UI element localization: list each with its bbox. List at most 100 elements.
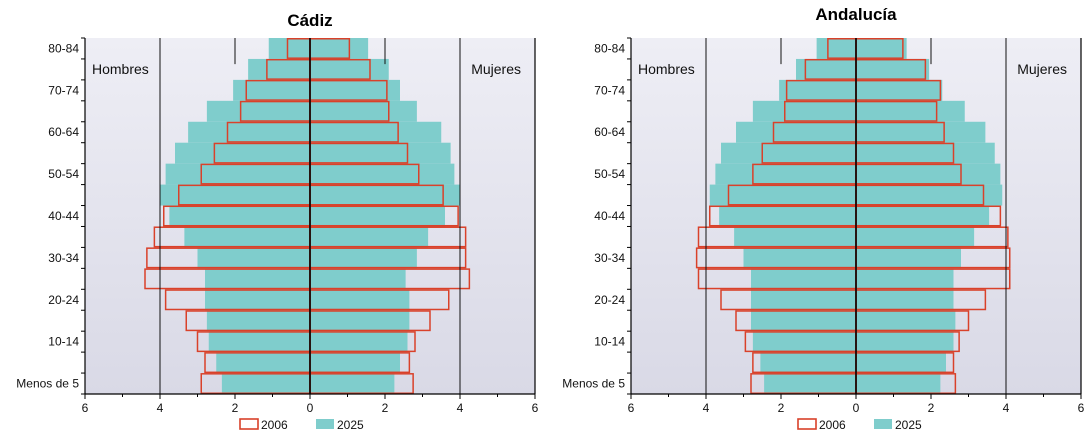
bar-2025-men — [734, 226, 856, 248]
bar-2025-women — [310, 100, 417, 122]
x-tick-label: 0 — [853, 401, 860, 415]
bar-2025-women — [856, 226, 975, 248]
x-tick-label: 4 — [457, 401, 464, 415]
x-tick-label: 6 — [82, 401, 89, 415]
bar-2025-women — [856, 100, 965, 122]
bar-2025-men — [248, 58, 310, 80]
y-tick-label: 80-84 — [48, 41, 79, 55]
bar-2025-men — [743, 247, 856, 269]
bar-2025-women — [856, 184, 1003, 206]
bar-2025-men — [160, 184, 310, 206]
bar-2025-women — [856, 38, 907, 59]
bar-2025-women — [856, 205, 990, 227]
pyramid-andalucia: Menos de 5 10-14 20-24 30-34 40-44 50-54 60-64… — [562, 5, 1084, 415]
bar-2025-men — [208, 331, 310, 353]
bar-2025-men — [764, 373, 856, 394]
x-tick-label: 4 — [157, 401, 164, 415]
legend-swatch-2025 — [874, 419, 892, 429]
y-tick-label: 10-14 — [594, 335, 625, 349]
bar-2025-women — [310, 163, 455, 185]
bar-2025-women — [856, 373, 941, 394]
x-tick-label: 6 — [532, 401, 539, 415]
bar-2025-men — [206, 100, 310, 122]
bar-2025-men — [721, 142, 856, 164]
label-mujeres: Mujeres — [471, 61, 521, 77]
x-tick-label: 2 — [928, 401, 935, 415]
bar-2025-men — [816, 38, 856, 59]
bar-2025-women — [310, 58, 389, 80]
y-tick-label: 30-34 — [594, 251, 625, 265]
legend-cadiz: 2006 2025 — [239, 418, 364, 432]
legend-label-2025: 2025 — [895, 418, 922, 432]
label-mujeres: Mujeres — [1017, 61, 1067, 77]
bar-2025-women — [310, 79, 400, 101]
bar-2025-women — [856, 58, 930, 80]
bar-2025-men — [221, 373, 310, 394]
bar-2025-women — [856, 352, 946, 374]
bar-2025-men — [796, 58, 856, 80]
y-tick-label: 50-54 — [48, 167, 79, 181]
bar-2025-women — [856, 79, 943, 101]
bar-2025-men — [205, 268, 310, 290]
chart-title: Cádiz — [287, 11, 332, 30]
x-tick-label: 4 — [1003, 401, 1010, 415]
x-tick-label: 2 — [778, 401, 785, 415]
y-tick-label: Menos de 5 — [16, 377, 79, 391]
x-tick-label: 6 — [628, 401, 635, 415]
bar-2025-women — [856, 310, 956, 332]
y-tick-label: 70-74 — [48, 83, 79, 97]
bar-2025-women — [856, 163, 1001, 185]
bar-2025-men — [760, 352, 856, 374]
legend-swatch-2006 — [239, 418, 259, 430]
bar-2025-men — [719, 205, 856, 227]
bar-2025-women — [310, 247, 417, 269]
bar-2025-women — [856, 268, 954, 290]
y-tick-label: 20-24 — [594, 293, 625, 307]
bar-2025-women — [856, 121, 986, 143]
bar-2025-women — [856, 331, 954, 353]
y-tick-label: 80-84 — [594, 41, 625, 55]
legend-swatch-2006 — [797, 418, 817, 430]
bar-2025-men — [165, 163, 310, 185]
legend-andalucia: 2006 2025 — [797, 418, 922, 432]
y-tick-label: 50-54 — [594, 167, 625, 181]
y-tick-label: 40-44 — [48, 209, 79, 223]
y-tick-label: 60-64 — [594, 125, 625, 139]
bar-2025-women — [310, 331, 408, 353]
bar-2025-men — [188, 121, 310, 143]
bar-2025-men — [752, 331, 856, 353]
bar-2025-men — [715, 163, 856, 185]
bar-2025-women — [310, 38, 369, 59]
bar-2025-men — [751, 310, 856, 332]
bar-2025-women — [310, 184, 460, 206]
bar-2025-women — [310, 205, 445, 227]
pyramid-cadiz: Menos de 5 10-14 20-24 30-34 40-44 50-54 60-64… — [16, 11, 538, 415]
bar-2025-women — [310, 226, 429, 248]
bar-2025-men — [197, 247, 310, 269]
y-tick-label: 60-64 — [48, 125, 79, 139]
x-tick-label: 6 — [1078, 401, 1085, 415]
bar-2025-women — [310, 289, 410, 311]
bar-2025-women — [310, 268, 406, 290]
bar-2025-men — [751, 268, 856, 290]
x-tick-label: 2 — [382, 401, 389, 415]
y-tick-label: Menos de 5 — [562, 377, 625, 391]
x-tick-label: 4 — [703, 401, 710, 415]
bar-2025-women — [856, 247, 961, 269]
bar-2025-men — [709, 184, 856, 206]
bar-2025-men — [736, 121, 856, 143]
legend-swatch-2025 — [316, 419, 334, 429]
bar-2025-women — [310, 373, 395, 394]
legend-label-2025: 2025 — [337, 418, 364, 432]
bar-2025-men — [779, 79, 856, 101]
bar-2025-women — [310, 310, 410, 332]
bar-2025-men — [233, 79, 310, 101]
legend-label-2006: 2006 — [261, 418, 288, 432]
y-tick-label: 20-24 — [48, 293, 79, 307]
bar-2025-women — [310, 352, 400, 374]
x-tick-label: 2 — [232, 401, 239, 415]
bar-2025-men — [206, 310, 310, 332]
bar-2025-women — [310, 142, 451, 164]
label-hombres: Hombres — [638, 61, 695, 77]
